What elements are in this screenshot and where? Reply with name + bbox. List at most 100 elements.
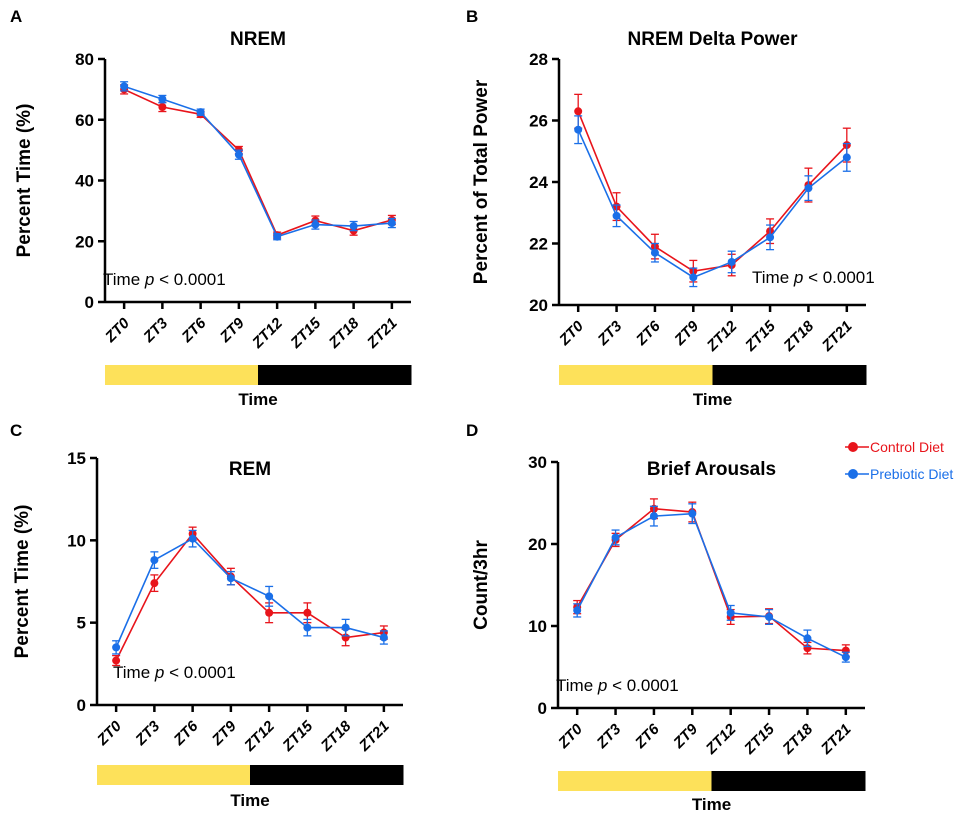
x-tick-label: ZT18 <box>780 317 818 355</box>
annotation-suffix: < 0.0001 <box>803 268 874 287</box>
data-point-prebiotic-diet <box>726 608 735 617</box>
x-axis-label: Time <box>238 390 277 409</box>
panel-b: B NREM Delta Power 20 22 24 26 28 Percent of To… <box>466 7 875 409</box>
panel-d: D Brief Arousals 0 10 20 30 Count/3hr ZT0 ZT3 ZT6… <box>466 421 866 814</box>
dark-phase-bar-segment <box>364 765 404 785</box>
dark-phase-bar-segment <box>334 365 374 385</box>
x-tick-label: ZT12 <box>702 720 740 758</box>
data-point-prebiotic-diet <box>688 509 697 518</box>
x-tick-label: ZT15 <box>740 720 778 758</box>
data-point-control-diet <box>574 107 583 116</box>
light-phase-bar-segment <box>97 765 136 785</box>
y-tick-label: 28 <box>529 50 548 69</box>
annotation-p: p <box>154 663 164 682</box>
dark-phase-bar-segment <box>326 765 366 785</box>
y-axis-label: Percent Time (%) <box>12 505 33 659</box>
dark-phase-bar-segment <box>827 365 867 385</box>
data-point-prebiotic-diet <box>265 592 274 601</box>
light-phase-bar-segment <box>597 365 637 385</box>
data-point-prebiotic-diet <box>804 184 813 193</box>
data-point-control-diet <box>158 102 167 111</box>
data-point-prebiotic-diet <box>341 623 350 632</box>
series-line-control-diet <box>115 532 384 661</box>
x-tick-label: ZT0 <box>101 314 133 346</box>
stats-annotation: Time p < 0.0001 <box>103 270 226 289</box>
dark-phase-bar-segment <box>250 765 289 785</box>
y-tick-label: 80 <box>75 50 94 69</box>
data-point-prebiotic-diet <box>188 534 197 543</box>
x-tick-label: ZT15 <box>741 317 779 355</box>
panel-letter: D <box>466 421 478 440</box>
data-point-prebiotic-diet <box>765 612 774 621</box>
light-phase-bar-segment <box>635 365 675 385</box>
dark-phase-bar-segment <box>789 365 829 385</box>
chart-title: REM <box>229 459 271 480</box>
x-tick-label: ZT3 <box>594 317 626 349</box>
data-point-prebiotic-diet <box>311 220 320 229</box>
light-phase-bar-segment <box>559 365 598 385</box>
data-point-prebiotic-diet <box>349 222 358 231</box>
x-tick-label: ZT12 <box>703 317 741 355</box>
legend-label: Control Diet <box>870 439 944 455</box>
x-tick-label: ZT15 <box>279 717 317 755</box>
dark-phase-bar-segment <box>712 365 752 385</box>
x-axis-label: Time <box>692 795 731 814</box>
data-point-prebiotic-diet <box>727 257 736 266</box>
dark-phase-bar-segment <box>788 771 828 791</box>
chart-title: Brief Arousals <box>647 459 776 480</box>
data-point-control-diet <box>265 608 274 617</box>
data-point-prebiotic-diet <box>226 574 235 583</box>
x-tick-label: ZT6 <box>632 317 664 349</box>
data-point-prebiotic-diet <box>573 606 582 615</box>
y-tick-label: 5 <box>77 614 86 633</box>
y-tick-label: 0 <box>85 293 94 312</box>
x-tick-label: ZT18 <box>779 720 817 758</box>
annotation-suffix: < 0.0001 <box>164 663 235 682</box>
x-tick-label: ZT3 <box>132 717 164 749</box>
y-tick-label: 60 <box>75 111 94 130</box>
legend-marker <box>848 469 858 479</box>
light-phase-bar-segment <box>143 365 182 385</box>
y-tick-label: 26 <box>529 112 548 131</box>
legend-label: Prebiotic Diet <box>870 466 953 482</box>
y-tick-label: 30 <box>528 453 547 472</box>
light-phase-bar-segment <box>135 765 174 785</box>
x-tick-label: ZT18 <box>317 717 355 755</box>
data-point-prebiotic-diet <box>234 150 243 159</box>
x-tick-label: ZT15 <box>287 314 325 352</box>
y-axis-label: Count/3hr <box>471 540 492 630</box>
y-tick-label: 0 <box>538 699 547 718</box>
x-tick-label: ZT12 <box>248 314 286 352</box>
data-point-prebiotic-diet <box>766 233 775 242</box>
y-tick-label: 15 <box>67 449 86 468</box>
series-line-prebiotic-diet <box>123 85 392 238</box>
data-point-control-diet <box>150 579 159 588</box>
annotation-prefix: Time <box>752 268 794 287</box>
series-line-prebiotic-diet <box>576 512 847 658</box>
data-point-prebiotic-diet <box>841 653 850 662</box>
x-tick-label: ZT9 <box>670 720 702 752</box>
x-tick-label: ZT0 <box>93 717 125 749</box>
data-point-prebiotic-diet <box>379 633 388 642</box>
data-point-prebiotic-diet <box>387 219 396 228</box>
y-tick-label: 24 <box>529 173 548 192</box>
x-tick-label: ZT21 <box>817 721 854 758</box>
data-point-prebiotic-diet <box>803 634 812 643</box>
legend: Control Diet Prebiotic Diet <box>845 439 953 482</box>
x-tick-label: ZT21 <box>355 718 392 755</box>
annotation-p: p <box>597 676 607 695</box>
dark-phase-bar-segment <box>258 365 297 385</box>
chart-title: NREM <box>230 29 286 50</box>
dark-phase-bar-segment <box>296 365 335 385</box>
data-point-prebiotic-diet <box>120 82 129 91</box>
stats-annotation: Time p < 0.0001 <box>113 663 236 682</box>
y-tick-label: 22 <box>529 235 548 254</box>
y-tick-label: 20 <box>75 232 94 251</box>
light-phase-bar-segment <box>105 365 144 385</box>
series-line-control-diet <box>577 110 848 273</box>
data-point-prebiotic-diet <box>612 211 621 220</box>
data-point-control-diet <box>303 608 312 617</box>
annotation-suffix: < 0.0001 <box>154 270 225 289</box>
light-phase-bar-segment <box>673 771 712 791</box>
